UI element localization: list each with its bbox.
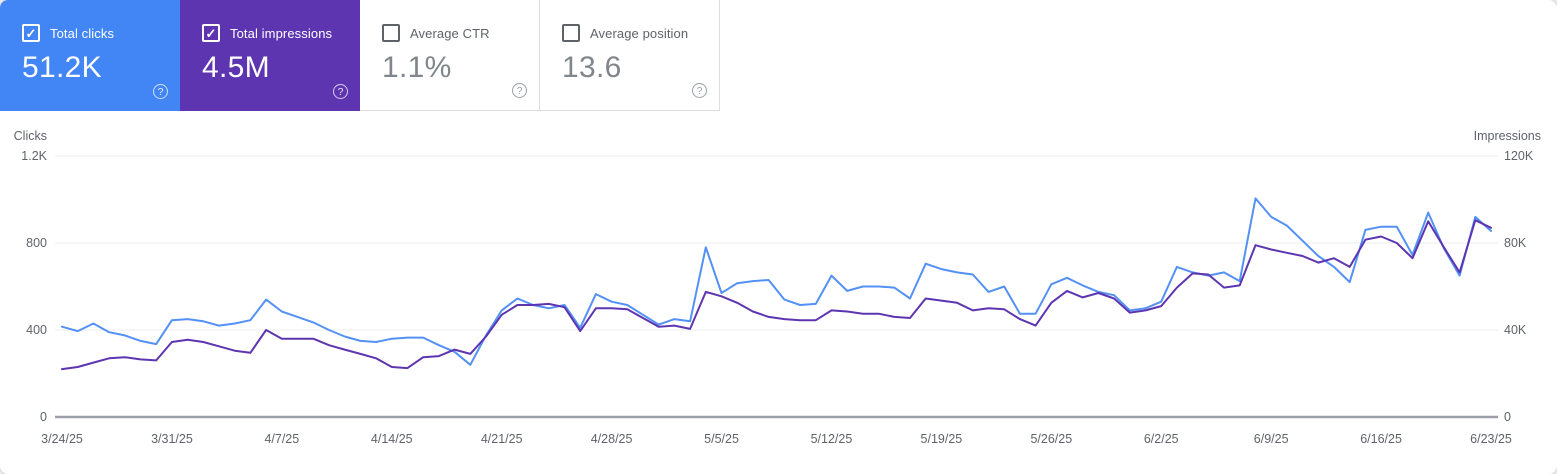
svg-text:6/16/25: 6/16/25	[1360, 432, 1402, 446]
svg-text:6/2/25: 6/2/25	[1144, 432, 1179, 446]
average-position-checkbox[interactable]	[562, 24, 580, 42]
svg-text:4/14/25: 4/14/25	[371, 432, 413, 446]
help-icon[interactable]: ?	[333, 84, 348, 99]
total-clicks-checkbox[interactable]	[22, 24, 40, 42]
svg-text:6/23/25: 6/23/25	[1470, 432, 1512, 446]
average-position-card[interactable]: Average position 13.6 ?	[540, 0, 720, 111]
svg-text:80K: 80K	[1504, 236, 1527, 250]
svg-text:5/26/25: 5/26/25	[1030, 432, 1072, 446]
svg-text:0: 0	[40, 410, 47, 424]
svg-text:1.2K: 1.2K	[21, 149, 47, 163]
total-clicks-label: Total clicks	[50, 25, 115, 41]
svg-text:0: 0	[1504, 410, 1511, 424]
average-position-label: Average position	[590, 25, 689, 41]
clicks-line	[61, 197, 1492, 366]
average-ctr-value: 1.1%	[382, 51, 452, 84]
svg-text:120K: 120K	[1504, 149, 1534, 163]
help-icon[interactable]: ?	[692, 83, 707, 98]
svg-text:400: 400	[26, 323, 47, 337]
total-clicks-value: 51.2K	[22, 51, 102, 84]
svg-text:5/5/25: 5/5/25	[704, 432, 739, 446]
average-position-value: 13.6	[562, 51, 622, 84]
svg-text:Clicks: Clicks	[14, 129, 47, 143]
gridlines	[55, 155, 1498, 419]
svg-text:800: 800	[26, 236, 47, 250]
help-icon[interactable]: ?	[153, 84, 168, 99]
total-impressions-checkbox[interactable]	[202, 24, 220, 42]
average-ctr-checkbox[interactable]	[382, 24, 400, 42]
impressions-line	[61, 219, 1492, 371]
metric-cards-row: Total clicks 51.2K ? Total impressions 4…	[0, 0, 720, 111]
total-clicks-card[interactable]: Total clicks 51.2K ?	[0, 0, 180, 111]
svg-text:4/21/25: 4/21/25	[481, 432, 523, 446]
svg-text:6/9/25: 6/9/25	[1254, 432, 1289, 446]
total-impressions-label: Total impressions	[230, 25, 333, 41]
svg-text:5/19/25: 5/19/25	[921, 432, 963, 446]
help-icon[interactable]: ?	[512, 83, 527, 98]
svg-text:3/31/25: 3/31/25	[151, 432, 193, 446]
total-impressions-value: 4.5M	[202, 51, 270, 84]
svg-text:5/12/25: 5/12/25	[811, 432, 853, 446]
svg-text:4/28/25: 4/28/25	[591, 432, 633, 446]
svg-text:3/24/25: 3/24/25	[41, 432, 83, 446]
y-axis-labels: 0 0 400 40K 800 80K 1.2K 120K	[21, 149, 1534, 424]
total-impressions-card[interactable]: Total impressions 4.5M ?	[180, 0, 360, 111]
x-axis-labels: 3/24/25 3/31/25 4/7/25 4/14/25 4/21/25 4/28/2…	[41, 432, 1512, 446]
average-ctr-card[interactable]: Average CTR 1.1% ?	[360, 0, 540, 111]
svg-text:4/7/25: 4/7/25	[264, 432, 299, 446]
axis-titles: Clicks Impressions	[14, 129, 1541, 143]
average-ctr-label: Average CTR	[410, 25, 490, 41]
svg-text:40K: 40K	[1504, 323, 1527, 337]
svg-text:Impressions: Impressions	[1474, 129, 1541, 143]
